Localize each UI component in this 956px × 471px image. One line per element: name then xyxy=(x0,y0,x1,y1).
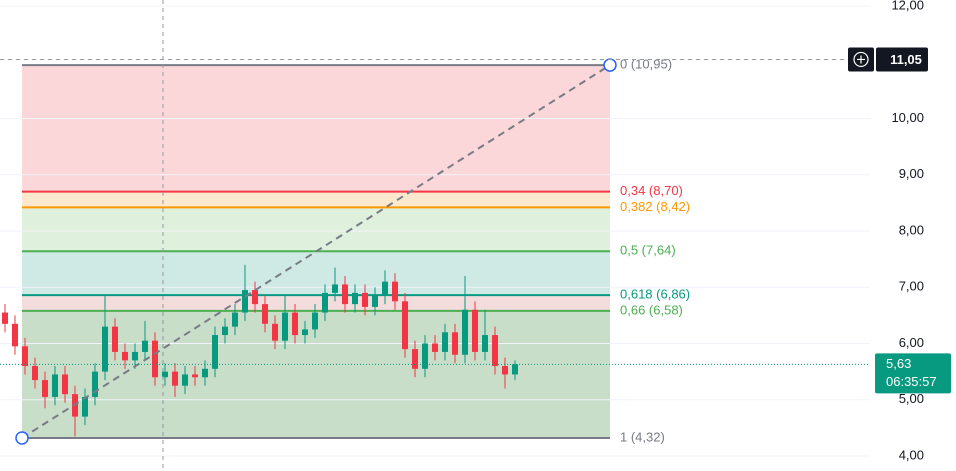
trend-handle xyxy=(603,58,617,72)
candle-body xyxy=(412,349,418,369)
candle-body xyxy=(362,292,368,307)
add-icon xyxy=(857,55,865,64)
candle-body xyxy=(92,371,98,397)
fib-level-label: 0,34 (8,70) xyxy=(620,183,683,198)
candle-body xyxy=(422,343,428,369)
candle-body xyxy=(62,374,68,395)
y-tick-label: 6,00 xyxy=(899,335,924,350)
candle-body xyxy=(142,340,148,352)
candle-body xyxy=(222,326,228,336)
candle-body xyxy=(332,284,338,293)
candle-body xyxy=(372,295,378,307)
fib-zone xyxy=(22,207,610,252)
candle-body xyxy=(382,281,388,296)
candle-body xyxy=(242,290,248,313)
candle-body xyxy=(452,332,458,355)
candle-body xyxy=(212,335,218,369)
fib-level-label: 0,5 (7,64) xyxy=(620,243,676,258)
candle-body xyxy=(402,301,408,350)
y-tick-label: 10,00 xyxy=(891,110,924,125)
candle-body xyxy=(22,346,28,366)
candle-body xyxy=(42,380,48,397)
candle-body xyxy=(352,292,358,305)
candle-body xyxy=(232,312,238,327)
candle-body xyxy=(392,281,398,302)
candle-body xyxy=(302,329,308,336)
candle-body xyxy=(122,351,128,361)
candle-body xyxy=(312,312,318,330)
trend-handle xyxy=(15,431,29,445)
candle-body xyxy=(272,323,278,341)
candle-body xyxy=(502,366,508,375)
candle-body xyxy=(152,340,158,378)
add-icon xyxy=(853,51,869,68)
candle-body xyxy=(492,335,498,366)
fib-level-label: 0,382 (8,42) xyxy=(620,199,690,214)
y-tick-label: 5,00 xyxy=(899,391,924,406)
candle-body xyxy=(132,351,138,361)
crosshair-badge xyxy=(876,47,928,72)
candle-body xyxy=(482,335,488,352)
y-tick-label: 12,00 xyxy=(891,0,924,12)
y-tick-label: 8,00 xyxy=(899,222,924,237)
candle-body xyxy=(52,374,58,397)
fib-zone xyxy=(22,310,610,438)
candle-body xyxy=(472,309,478,352)
candle-body xyxy=(282,312,288,341)
fib-level-label: 1 (4,32) xyxy=(620,429,665,444)
candle-body xyxy=(162,371,168,378)
fib-zone xyxy=(22,65,610,192)
candle-body xyxy=(32,366,38,381)
candle-body xyxy=(192,374,198,378)
candle-body xyxy=(442,332,448,352)
candle-body xyxy=(102,326,108,372)
candle-body xyxy=(202,368,208,378)
countdown-label: 06:35:57 xyxy=(886,374,937,389)
fib-zone xyxy=(22,191,610,208)
fib-level-label: 0,66 (6,58) xyxy=(620,302,683,317)
y-tick-label: 7,00 xyxy=(899,279,924,294)
candle-body xyxy=(172,371,178,386)
last-price-label: 5,63 xyxy=(886,356,911,371)
candle-body xyxy=(2,312,8,324)
candle-body xyxy=(462,309,468,355)
y-tick-label: 4,00 xyxy=(899,447,924,462)
candle-body xyxy=(432,343,438,352)
crosshair-price-label: 11,05 xyxy=(890,52,922,67)
candle-body xyxy=(322,292,328,313)
fib-zone xyxy=(22,295,610,311)
candle-body xyxy=(252,290,258,305)
fib-level-label: 0 (10,95) xyxy=(620,57,672,72)
candle-body xyxy=(82,396,88,417)
candle-body xyxy=(292,312,298,336)
fib-level-label: 0,618 (6,86) xyxy=(620,287,690,302)
candle-body xyxy=(512,364,518,375)
candle-body xyxy=(112,326,118,352)
candle-body xyxy=(12,323,18,347)
candle-body xyxy=(262,304,268,324)
last-price-badge xyxy=(875,353,951,394)
candle-body xyxy=(342,284,348,305)
fib-zone xyxy=(22,251,610,296)
y-tick-label: 9,00 xyxy=(899,166,924,181)
candle-body xyxy=(182,374,188,386)
trend-line xyxy=(21,64,611,439)
